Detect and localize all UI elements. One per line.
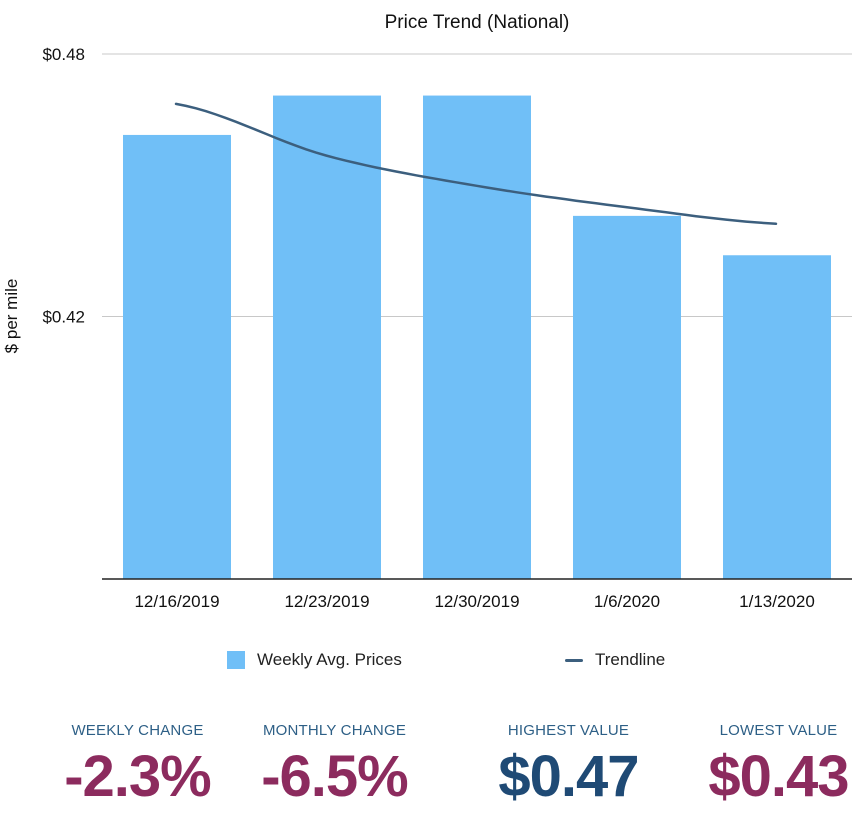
line-swatch-icon — [565, 658, 583, 662]
bar — [273, 95, 381, 579]
bar — [123, 134, 231, 579]
chart-title: Price Trend (National) — [385, 12, 570, 33]
stat-value: -6.5% — [261, 744, 409, 809]
stat-lowest-value: LOWEST VALUE $0.43 — [686, 722, 860, 810]
x-tick-label: 1/6/2020 — [594, 592, 660, 611]
stat-label: WEEKLY CHANGE — [71, 722, 204, 739]
stat-label: HIGHEST VALUE — [507, 722, 630, 739]
stats-panel: WEEKLY CHANGE -2.3% MONTHLY CHANGE -6.5%… — [0, 722, 860, 822]
legend-label-bar: Weekly Avg. Prices — [257, 650, 402, 669]
stat-value: -2.3% — [64, 744, 212, 809]
stat-value: $0.43 — [708, 744, 849, 809]
stat-monthly-change: MONTHLY CHANGE -6.5% — [242, 722, 427, 810]
legend: Weekly Avg. Prices Trendline — [0, 650, 860, 674]
legend-label-line: Trendline — [595, 650, 666, 669]
x-tick-label: 12/30/2019 — [434, 592, 519, 611]
y-tick-label: $0.42 — [42, 308, 85, 327]
stat-highest-value: HIGHEST VALUE $0.47 — [476, 722, 661, 810]
stat-label: MONTHLY CHANGE — [262, 722, 407, 739]
bar — [423, 95, 531, 579]
y-tick-label: $0.48 — [42, 45, 85, 64]
x-tick-label: 12/16/2019 — [134, 592, 219, 611]
stat-value: $0.47 — [498, 744, 639, 809]
bar — [573, 215, 681, 579]
x-tick-label: 12/23/2019 — [284, 592, 369, 611]
bar-swatch-icon — [227, 651, 245, 669]
stat-label: LOWEST VALUE — [719, 722, 838, 739]
x-tick-label: 1/13/2020 — [739, 592, 815, 611]
trendline — [174, 102, 778, 226]
y-axis-label: $ per mile — [2, 279, 21, 354]
stat-weekly-change: WEEKLY CHANGE -2.3% — [45, 722, 230, 810]
legend-item-trendline[interactable]: Trendline — [565, 650, 665, 670]
bar — [723, 255, 831, 579]
legend-item-weekly-avg-prices[interactable]: Weekly Avg. Prices — [227, 650, 402, 670]
chart-area: Price Trend (National) $ per mile $0.42 $… — [2, 12, 852, 611]
